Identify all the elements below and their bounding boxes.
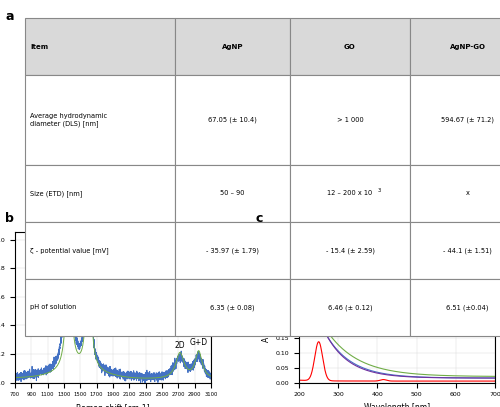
AgNPs+GO sum of spectra (382, 372, 388, 377)
Line: GO: GO (299, 265, 495, 376)
Text: GO: GO (344, 44, 356, 50)
Text: 12 – 200 x 10: 12 – 200 x 10 (328, 190, 372, 196)
Line: AgNPs-GO complex: AgNPs-GO complex (299, 252, 495, 378)
AgNPs (316, 339, 322, 344)
AgNP-GO (138, 380, 143, 385)
GO (86, 224, 91, 229)
X-axis label: Wavelength [nm]: Wavelength [nm] (364, 403, 430, 407)
Text: Size (ETD) [nm]: Size (ETD) [nm] (30, 190, 82, 197)
GO (39, 372, 45, 377)
Legend: GO, AgNPs, AgNPs-GO complex, AgNPs+GO sum of spectra: GO, AgNPs, AgNPs-GO complex, AgNPs+GO su… (404, 235, 492, 268)
AgNPs-GO complex (449, 375, 455, 380)
AgNPs-GO complex (376, 370, 382, 375)
Text: D: D (59, 237, 66, 246)
Text: AgNP-GO: AgNP-GO (450, 44, 486, 50)
AgNPs (316, 340, 322, 345)
Text: 6.46 (± 0.12): 6.46 (± 0.12) (328, 304, 372, 311)
AgNPs+GO sum of spectra (316, 317, 322, 322)
Line: AgNPs+GO sum of spectra: AgNPs+GO sum of spectra (299, 240, 495, 378)
GO (34, 373, 40, 378)
Text: - 35.97 (± 1.79): - 35.97 (± 1.79) (206, 247, 259, 254)
Text: 67.05 (± 10.4): 67.05 (± 10.4) (208, 117, 257, 123)
Text: Item: Item (30, 44, 48, 50)
AgNP-GO (208, 373, 214, 378)
AgNPs-GO complex (430, 375, 436, 380)
AgNPs+GO sum of spectra (452, 375, 458, 380)
AgNP-GO (12, 373, 18, 378)
Text: 3: 3 (378, 188, 381, 193)
AgNPs-GO complex (492, 376, 498, 381)
Text: x: x (466, 190, 469, 196)
AgNPs (376, 378, 382, 383)
Text: ζ - potential value [mV]: ζ - potential value [mV] (30, 247, 109, 254)
AgNPs+GO sum of spectra (376, 371, 382, 376)
GO (144, 376, 150, 381)
AgNPs+GO sum of spectra (449, 375, 455, 380)
AgNPs (449, 379, 455, 383)
AgNP-GO (86, 230, 91, 235)
Text: G: G (84, 231, 91, 240)
AgNPs (452, 379, 458, 383)
AgNPs-GO complex (452, 375, 458, 380)
Text: 2D: 2D (174, 341, 185, 350)
AgNPs (431, 379, 437, 383)
Text: a: a (5, 10, 14, 23)
GO (316, 315, 322, 319)
AgNPs (382, 377, 388, 382)
AgNP-GO (27, 371, 33, 376)
Text: G+D: G+D (190, 338, 208, 348)
AgNPs (492, 379, 498, 383)
AgNP-GO (34, 374, 40, 379)
Text: 6.35 (± 0.08): 6.35 (± 0.08) (210, 304, 255, 311)
AgNPs+GO sum of spectra (430, 375, 436, 380)
AgNPs-GO complex (316, 318, 322, 323)
GO (178, 351, 184, 356)
GO (296, 263, 302, 268)
GO (18, 375, 24, 380)
Text: pH of solution: pH of solution (30, 304, 76, 310)
GO (492, 374, 498, 379)
Text: c: c (255, 212, 262, 225)
AgNPs (296, 378, 302, 383)
AgNPs+GO sum of spectra (492, 376, 498, 381)
Text: - 44.1 (± 1.51): - 44.1 (± 1.51) (443, 247, 492, 254)
GO (452, 373, 458, 378)
X-axis label: Raman shift [cm-1]: Raman shift [cm-1] (76, 403, 150, 407)
Legend: AgNP-GO, GO: AgNP-GO, GO (162, 236, 208, 254)
GO (208, 374, 214, 379)
Text: D: D (62, 237, 70, 246)
AgNP-GO (18, 374, 24, 379)
Text: b: b (5, 212, 14, 225)
AgNPs-GO complex (382, 371, 388, 376)
AgNP-GO (101, 366, 107, 371)
Y-axis label: Absorbance [a.u.]: Absorbance [a.u.] (261, 274, 270, 341)
GO (27, 374, 33, 379)
Text: AgNP: AgNP (222, 44, 243, 50)
AgNP-GO (178, 352, 184, 357)
Line: GO: GO (15, 227, 211, 378)
Text: - 15.4 (± 2.59): - 15.4 (± 2.59) (326, 247, 374, 254)
GO (449, 373, 455, 378)
AgNPs+GO sum of spectra (296, 237, 302, 242)
Text: 6.51 (±0.04): 6.51 (±0.04) (446, 304, 488, 311)
Text: > 1 000: > 1 000 (336, 117, 363, 123)
GO (382, 367, 388, 372)
AgNP-GO (39, 370, 45, 375)
Text: Average hydrodynamic
diameter (DLS) [nm]: Average hydrodynamic diameter (DLS) [nm] (30, 113, 107, 127)
Text: 594.67 (± 71.2): 594.67 (± 71.2) (441, 117, 494, 123)
GO (101, 368, 107, 373)
Text: 50 – 90: 50 – 90 (220, 190, 244, 196)
Line: AgNP-GO: AgNP-GO (15, 233, 211, 383)
GO (376, 365, 382, 370)
GO (430, 373, 436, 378)
GO (12, 375, 18, 380)
AgNPs-GO complex (296, 249, 302, 254)
Line: AgNPs: AgNPs (299, 342, 495, 381)
